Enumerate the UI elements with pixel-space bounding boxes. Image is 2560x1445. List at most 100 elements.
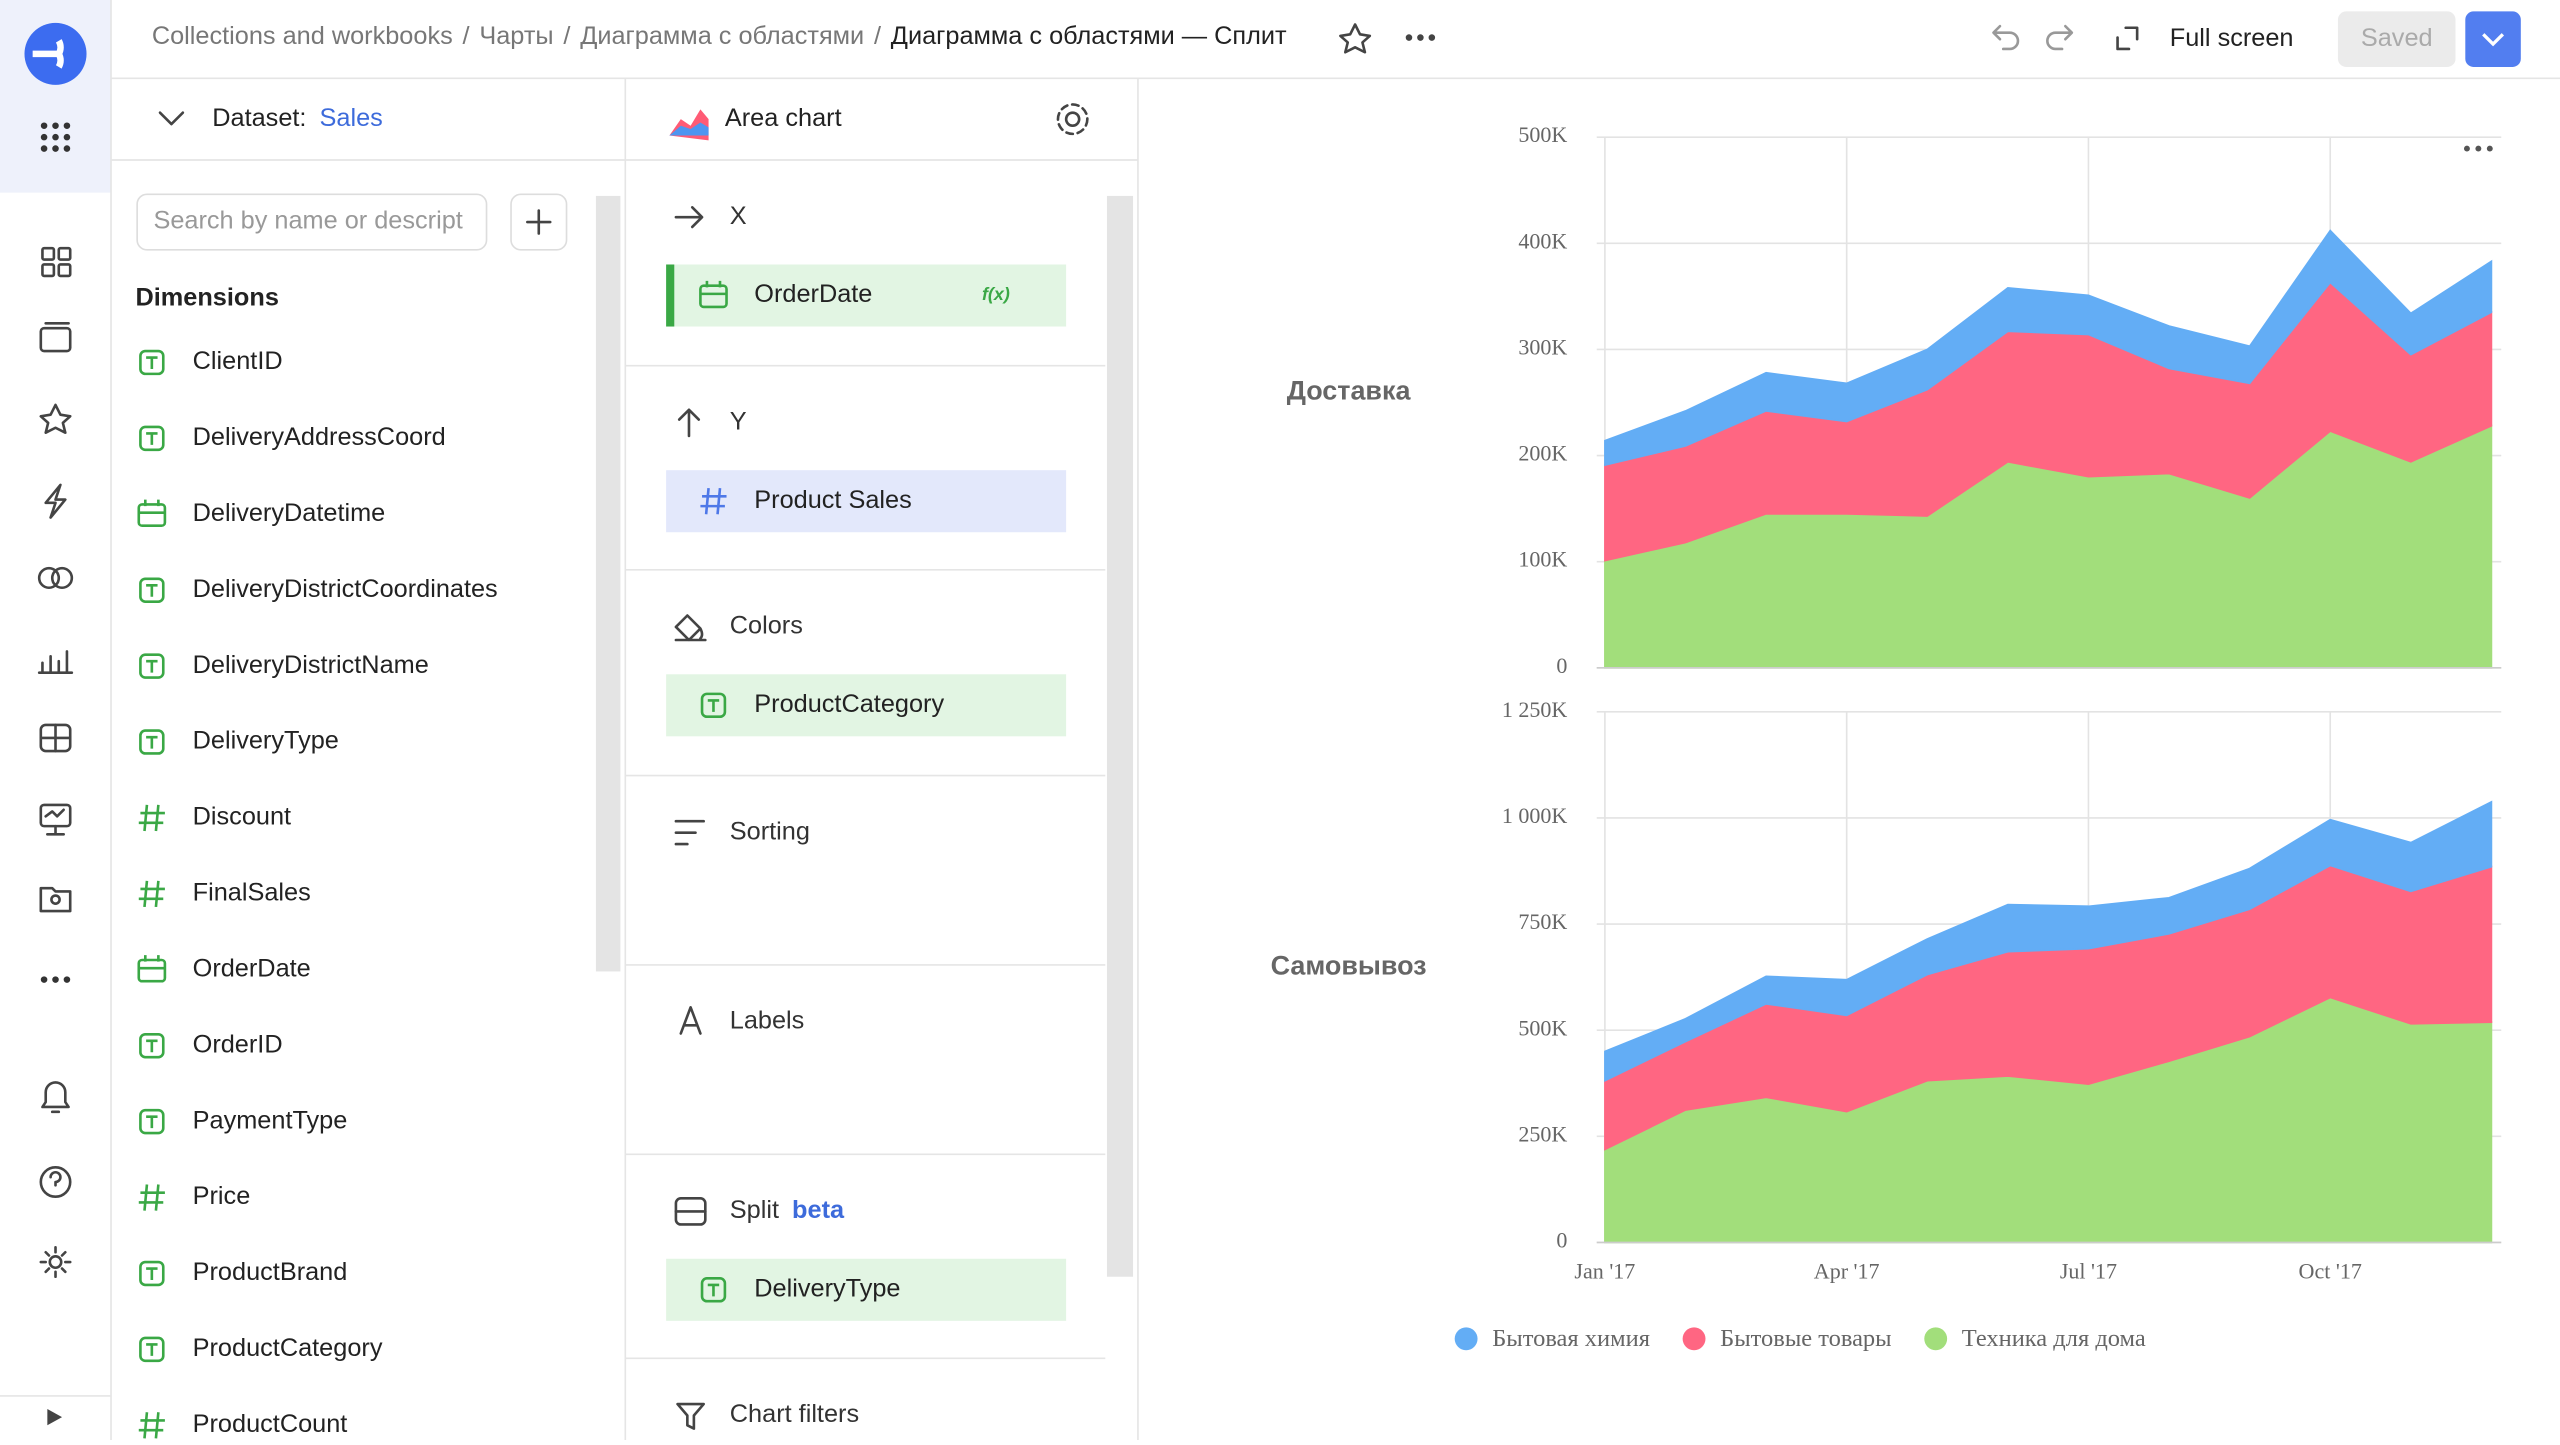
field[interactable]: ClientID [193,347,283,375]
field[interactable]: OrderID [193,1030,283,1058]
placeholder-field: DeliveryType [754,1274,900,1302]
y-tick-label: 300K [1518,334,1567,359]
section-title: Chart filters [730,1400,859,1428]
chart-menu[interactable] [2464,145,2493,152]
y-tick-label: 1 250K [1502,697,1568,722]
save-menu-button[interactable] [2465,11,2521,67]
field[interactable]: Price [193,1182,251,1210]
field-icon-glyph [138,499,165,514]
logo-mark [32,39,64,69]
field[interactable]: ProductCount [193,1410,348,1438]
field-icon [139,729,165,755]
y-tick-label: 1 000K [1502,803,1568,828]
y-tick-label: 250K [1518,1121,1567,1146]
search-placeholder: Search by name or descript [153,207,462,235]
placeholder-item[interactable] [666,1258,1067,1321]
more-menu[interactable] [1405,34,1436,41]
dataset-name[interactable]: Sales [320,104,383,132]
placeholder-item[interactable] [666,470,1067,533]
field[interactable]: DeliveryDatetime [193,499,386,527]
chart-title: Самовывоз [1271,950,1427,980]
chevron [2482,33,2505,47]
saved-button[interactable] [2337,11,2456,67]
field[interactable]: DeliveryType [193,727,339,755]
placeholder-item[interactable] [666,674,1067,737]
breadcrumb[interactable]: Collections and workbooks [152,22,453,50]
field-icon-glyph [146,1039,158,1053]
undo[interactable] [1992,24,2020,51]
dataset-toggle[interactable] [158,111,185,126]
y-tick-label: 0 [1556,653,1567,678]
field-icon-glyph [138,955,165,970]
field[interactable]: OrderDate [193,954,311,982]
chart-type[interactable]: Area chart [725,104,842,132]
legend-marker[interactable] [1924,1327,1948,1351]
field-icon [139,349,165,376]
field-icon [700,1277,727,1303]
placeholder-item[interactable] [666,264,1067,327]
field-icon-glyph [707,699,720,712]
breadcrumb-separator: / [463,22,471,50]
field-icon [139,1336,165,1363]
legend-label[interactable]: Бытовая химия [1492,1325,1650,1352]
y-tick-label: 100K [1518,547,1567,572]
section-title: Labels [730,1007,805,1035]
apps-icon[interactable] [40,122,71,152]
field-icon [138,1412,165,1439]
x-tick-label: Apr '17 [1814,1259,1880,1284]
legend-marker[interactable] [1454,1327,1478,1351]
favorite-icon[interactable] [1339,23,1372,54]
y-tick-label: 500K [1518,1015,1567,1040]
breadcrumb[interactable]: Чарты [479,22,553,50]
nav-more[interactable] [40,976,71,983]
field-icon-glyph [146,1115,158,1129]
field-icon [139,1108,165,1135]
x-tick-label: Oct '17 [2299,1259,2362,1284]
section-title: X [730,202,747,230]
placeholder-field: OrderDate [754,280,872,308]
scrollbar[interactable] [595,195,621,972]
field[interactable]: ProductBrand [193,1258,348,1286]
redo[interactable] [2046,24,2074,51]
search-box[interactable] [136,193,488,251]
field-icon-glyph [146,1343,158,1356]
field-icon [700,488,727,515]
field-icon [699,284,728,309]
field[interactable]: ProductCategory [193,1334,383,1362]
legend-marker[interactable] [1682,1327,1706,1351]
section-title: Colors [730,612,803,640]
nav-expand[interactable] [47,1408,63,1426]
field[interactable]: DeliveryDistrictName [193,651,429,679]
field[interactable]: Discount [193,803,291,831]
field[interactable]: FinalSales [193,879,311,907]
breadcrumb[interactable]: Диаграмма с областями [580,22,864,50]
field-icon-glyph [700,280,727,296]
legend-label[interactable]: Бытовые товары [1720,1325,1891,1352]
field-icon [139,1260,165,1287]
nav-icons[interactable] [37,246,74,1279]
field[interactable]: PaymentType [193,1106,348,1134]
y-tick-label: 200K [1518,441,1567,466]
area [1604,229,2493,467]
fullscreen-label[interactable]: Full screen [2170,24,2294,52]
scrollbar[interactable] [1106,195,1134,1277]
chart-type-icon-part [669,122,709,136]
x-tick-label: Jan '17 [1574,1259,1635,1284]
y-tick-label: 500K [1518,122,1567,147]
legend-label[interactable]: Техника для дома [1962,1325,2146,1352]
area [1604,800,2493,1083]
dataset-label: Dataset: [212,104,306,132]
section-title: Dimensions [136,283,279,311]
settings-icon[interactable] [1056,103,1089,136]
x-tick-label: Jul '17 [2060,1259,2117,1284]
section-icons [674,206,707,1430]
item-marker [666,264,675,327]
fullscreen-icon[interactable] [2116,26,2139,51]
section-title: Y [730,408,747,436]
field[interactable]: DeliveryAddressCoord [193,423,446,451]
field[interactable]: DeliveryDistrictCoordinates [193,575,498,603]
y-tick-label: 0 [1556,1228,1567,1253]
y-tick-label: 400K [1518,228,1567,253]
